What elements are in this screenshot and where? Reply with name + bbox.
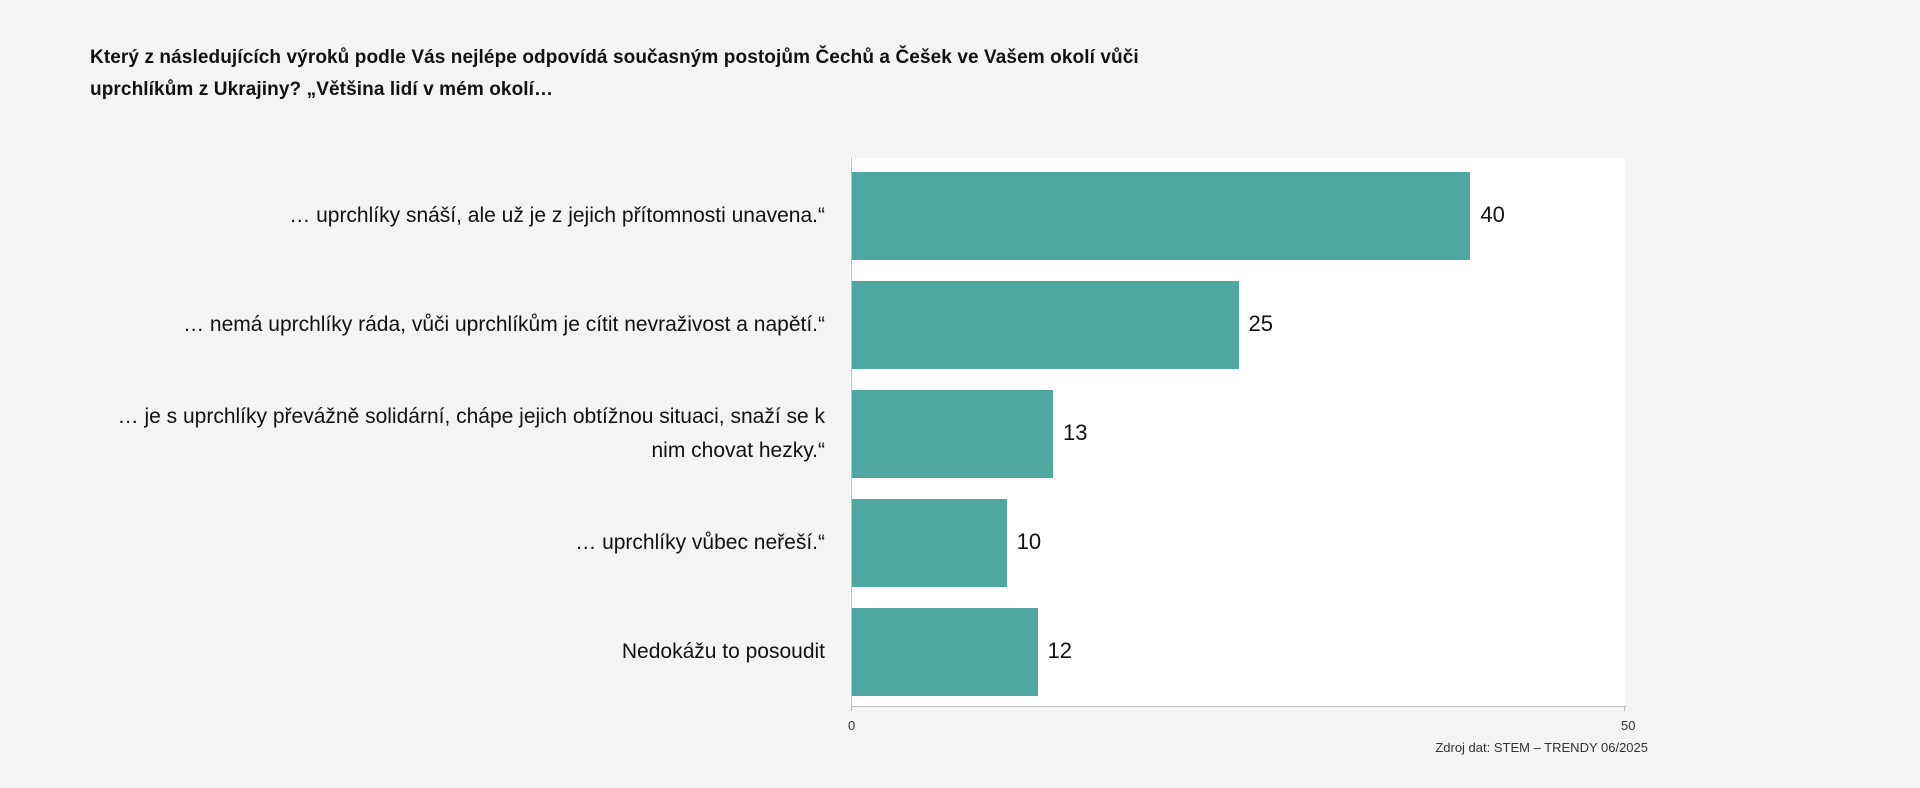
x-tick-mark: [1624, 706, 1625, 711]
category-label: … uprchlíky snáší, ale už je z jejich př…: [289, 204, 825, 228]
category-label: … uprchlíky vůbec neřeší.“: [575, 530, 825, 554]
bar: [852, 607, 1038, 696]
category-label: … je s uprchlíky převážně solidární, chá…: [117, 405, 825, 462]
bar: [852, 172, 1471, 261]
category-label: … nemá uprchlíky ráda, vůči uprchlíkům j…: [183, 313, 825, 337]
category-label: Nedokážu to posoudit: [621, 639, 825, 663]
bar: [852, 390, 1053, 478]
bar-value-label: 12: [1047, 637, 1072, 663]
bar-value-label: 13: [1062, 420, 1088, 445]
bar-value-label: 40: [1480, 202, 1505, 228]
bar-value-label: 10: [1016, 528, 1042, 554]
x-tick-label: 0: [848, 718, 856, 733]
x-axis-line: [851, 706, 1626, 707]
bar-value-label: 25: [1248, 311, 1273, 337]
y-axis-line: [851, 158, 852, 706]
bar: [852, 498, 1007, 587]
bar: [852, 281, 1239, 370]
chart-title: Který z následujících výroků podle Vás n…: [90, 47, 1139, 100]
x-tick-label: 50: [1621, 718, 1636, 733]
source-note: Zdroj dat: STEM – TRENDY 06/2025: [1435, 740, 1648, 755]
x-tick-mark: [851, 706, 852, 711]
